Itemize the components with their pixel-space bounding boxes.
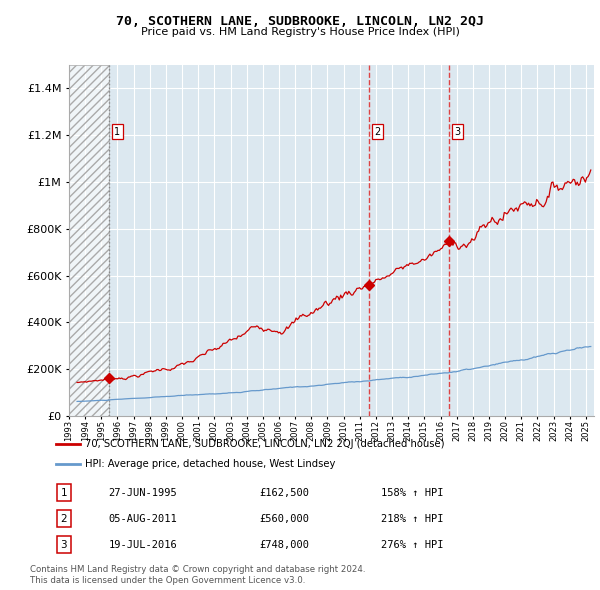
Text: Contains HM Land Registry data © Crown copyright and database right 2024.: Contains HM Land Registry data © Crown c… — [30, 565, 365, 574]
Text: 3: 3 — [61, 540, 67, 549]
Text: 1: 1 — [61, 488, 67, 497]
Text: 2: 2 — [61, 514, 67, 523]
Text: 2: 2 — [374, 127, 380, 137]
Text: £162,500: £162,500 — [259, 488, 309, 497]
Text: 70, SCOTHERN LANE, SUDBROOKE, LINCOLN, LN2 2QJ: 70, SCOTHERN LANE, SUDBROOKE, LINCOLN, L… — [116, 15, 484, 28]
Text: 1: 1 — [114, 127, 120, 137]
Text: 27-JUN-1995: 27-JUN-1995 — [109, 488, 178, 497]
Text: This data is licensed under the Open Government Licence v3.0.: This data is licensed under the Open Gov… — [30, 576, 305, 585]
Text: £748,000: £748,000 — [259, 540, 309, 549]
Text: 3: 3 — [454, 127, 460, 137]
Bar — [69, 65, 109, 416]
Bar — [69, 65, 109, 416]
Text: 276% ↑ HPI: 276% ↑ HPI — [380, 540, 443, 549]
Text: HPI: Average price, detached house, West Lindsey: HPI: Average price, detached house, West… — [85, 459, 335, 469]
Text: 158% ↑ HPI: 158% ↑ HPI — [380, 488, 443, 497]
Text: 70, SCOTHERN LANE, SUDBROOKE, LINCOLN, LN2 2QJ (detached house): 70, SCOTHERN LANE, SUDBROOKE, LINCOLN, L… — [85, 439, 445, 449]
Text: 19-JUL-2016: 19-JUL-2016 — [109, 540, 178, 549]
Text: 218% ↑ HPI: 218% ↑ HPI — [380, 514, 443, 523]
Text: Price paid vs. HM Land Registry's House Price Index (HPI): Price paid vs. HM Land Registry's House … — [140, 27, 460, 37]
Text: 05-AUG-2011: 05-AUG-2011 — [109, 514, 178, 523]
Text: £560,000: £560,000 — [259, 514, 309, 523]
